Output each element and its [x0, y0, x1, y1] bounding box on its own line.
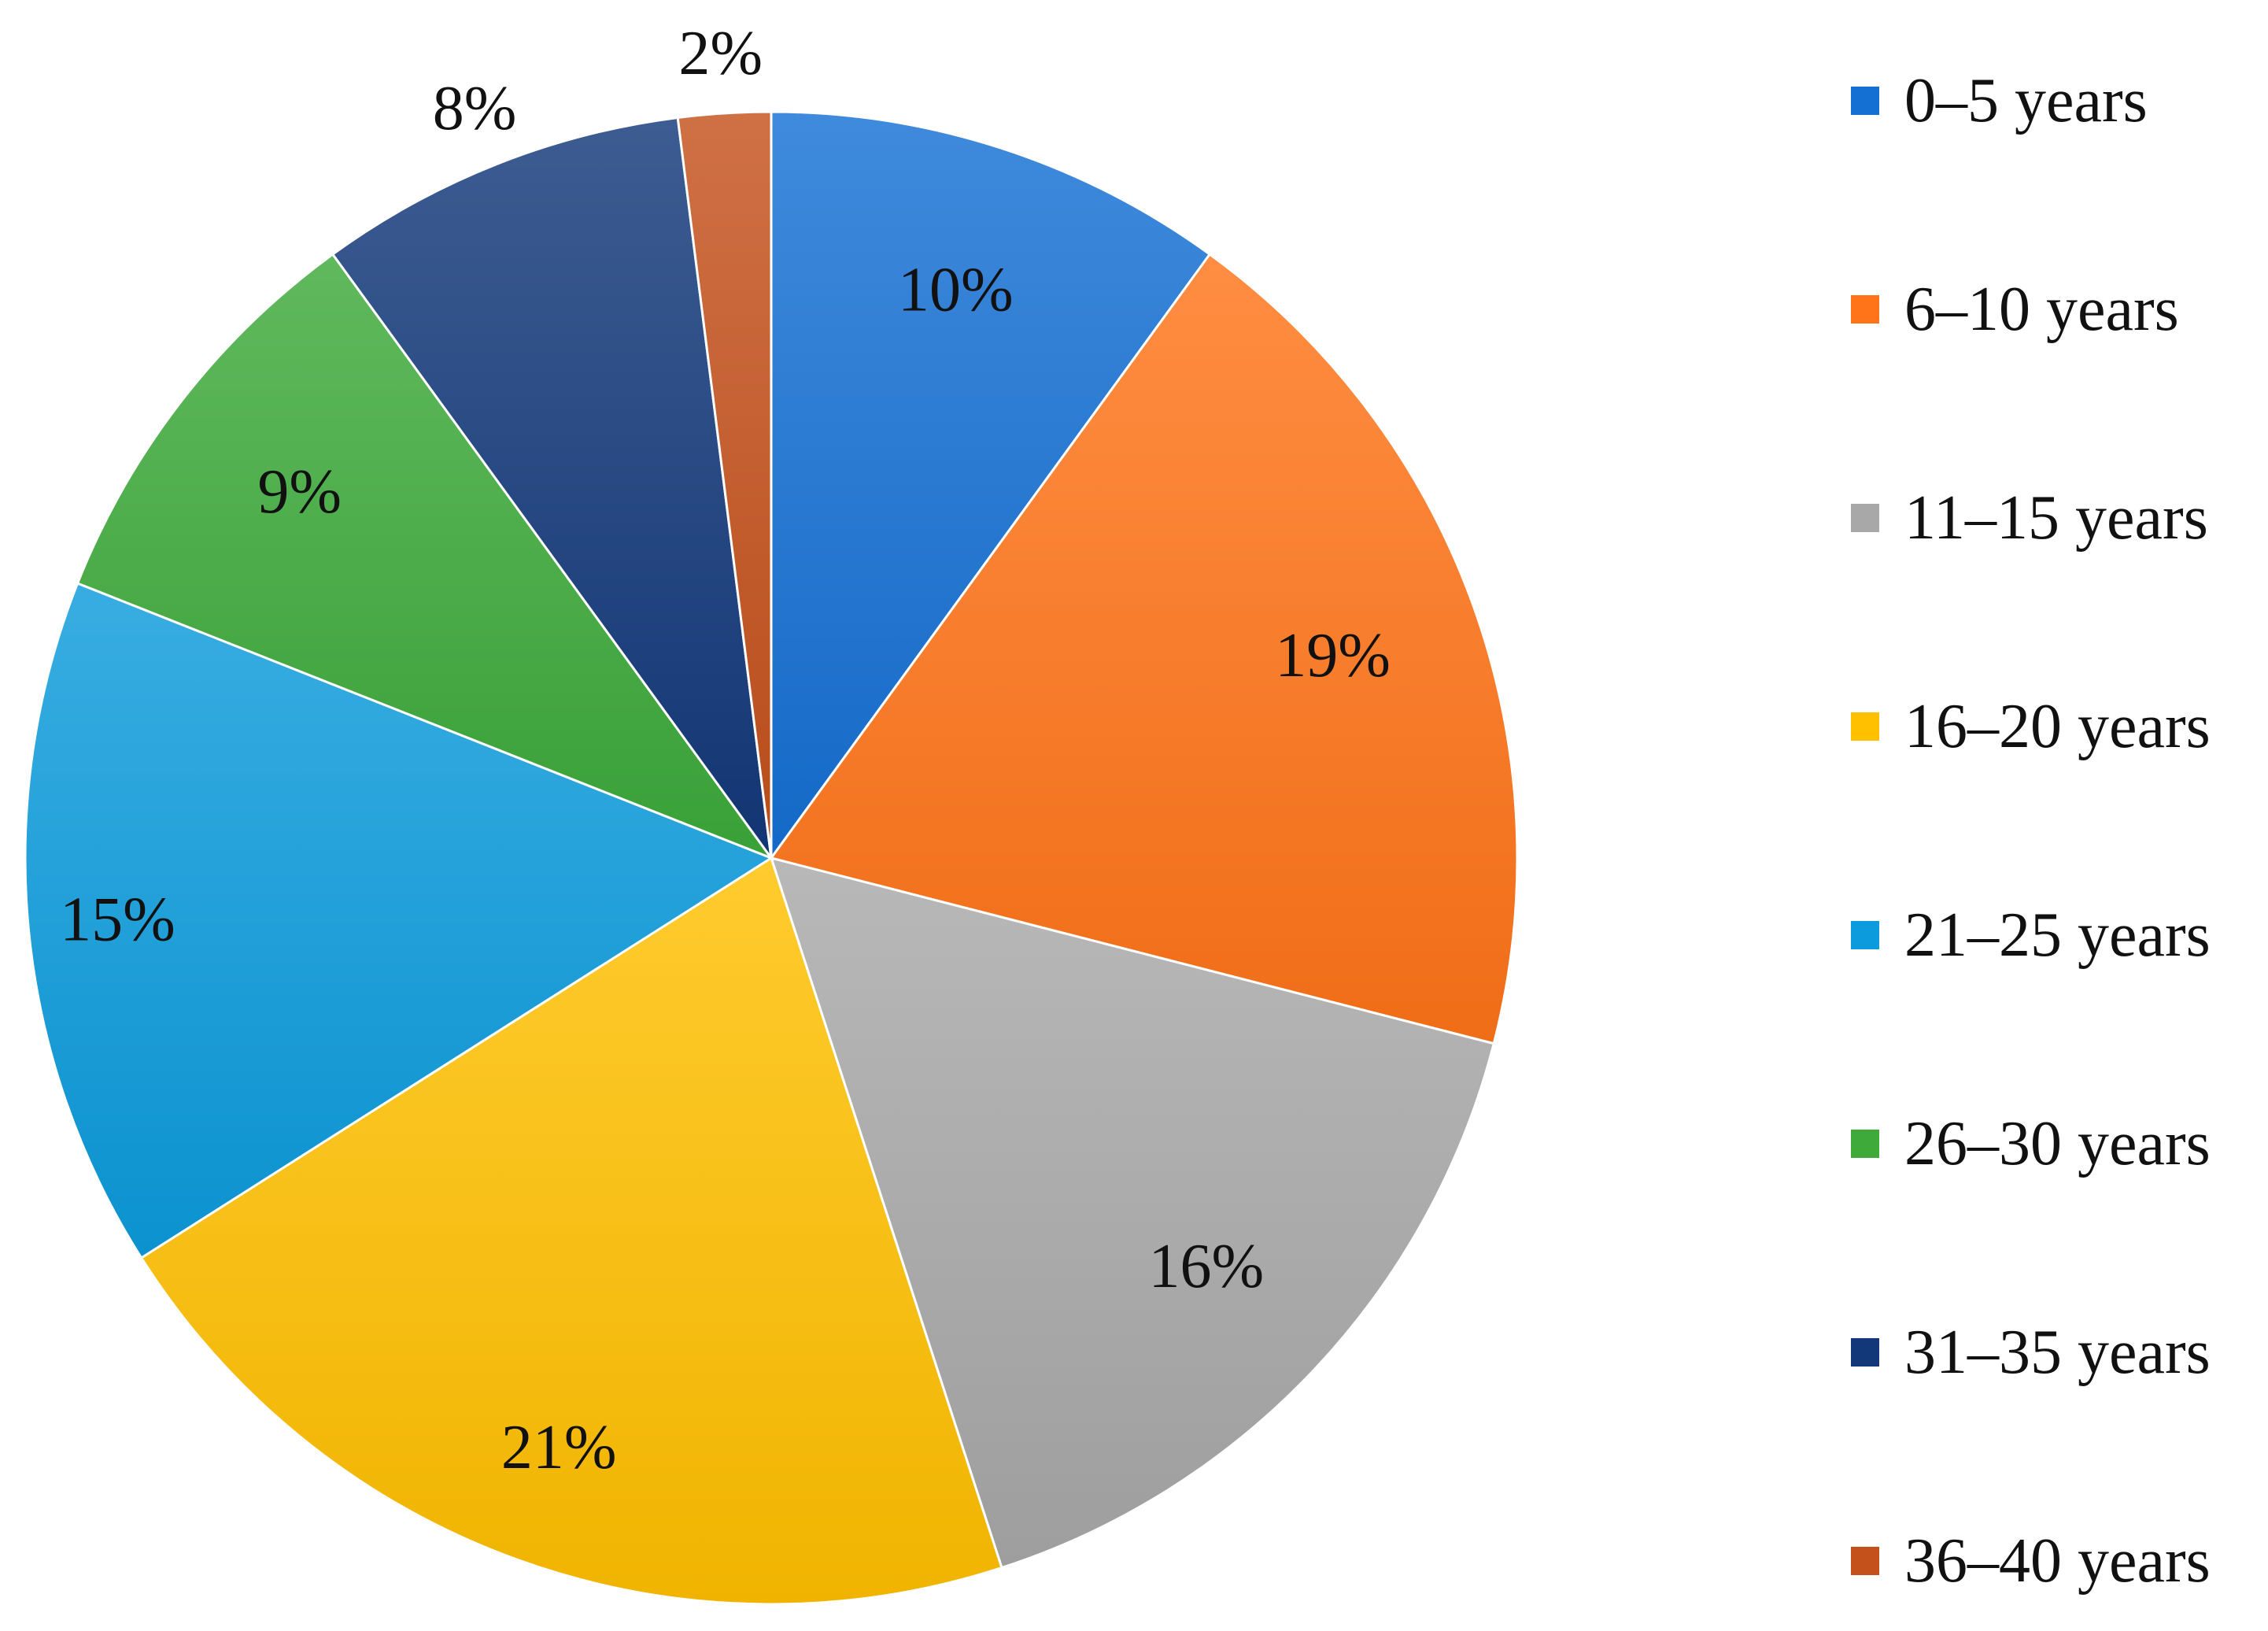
legend-label-31-35-years: 31–35 years	[1904, 1318, 2211, 1387]
legend-label-36-40-years: 36–40 years	[1904, 1526, 2211, 1596]
data-label-11-15-years: 16%	[1149, 1232, 1265, 1301]
legend-label-26-30-years: 26–30 years	[1904, 1109, 2211, 1178]
legend-item-21-25-years: 21–25 years	[1851, 901, 2211, 970]
legend-label-6-10-years: 6–10 years	[1904, 275, 2179, 344]
legend-label-21-25-years: 21–25 years	[1904, 901, 2211, 970]
legend-item-16-20-years: 16–20 years	[1851, 692, 2211, 761]
legend-swatch-0-5-years	[1851, 87, 1879, 115]
legend-item-31-35-years: 31–35 years	[1851, 1318, 2211, 1387]
pie-slice-16-20-years	[139, 856, 1003, 1606]
data-label-16-20-years: 21%	[501, 1413, 617, 1482]
legend-swatch-16-20-years	[1851, 712, 1879, 741]
pie-slice-0-5-years	[770, 110, 1212, 862]
pie-slice-labels: 10% 19% 16% 21% 15% 9% 8% 2%	[60, 19, 1391, 1482]
legend-swatch-6-10-years	[1851, 295, 1879, 324]
legend-label-0-5-years: 0–5 years	[1904, 66, 2148, 135]
legend-swatch-36-40-years	[1851, 1547, 1879, 1575]
pie-slice-26-30-years	[76, 252, 775, 861]
pie-slices	[24, 110, 1519, 1606]
pie-slice-31-35-years	[331, 116, 773, 859]
legend-swatch-31-35-years	[1851, 1338, 1879, 1367]
pie-slice-36-40-years	[676, 110, 773, 859]
legend: 0–5 years 6–10 years 11–15 years 16–20 year…	[1851, 66, 2211, 1596]
pie-slice-6-10-years	[769, 252, 1519, 1045]
pie-slice-21-25-years	[24, 582, 774, 1260]
legend-item-11-15-years: 11–15 years	[1851, 483, 2208, 553]
data-label-36-40-years: 2%	[678, 19, 763, 88]
legend-swatch-26-30-years	[1851, 1130, 1879, 1158]
data-label-31-35-years: 8%	[433, 74, 517, 143]
data-label-26-30-years: 9%	[257, 457, 342, 527]
legend-item-0-5-years: 0–5 years	[1851, 66, 2148, 135]
legend-label-11-15-years: 11–15 years	[1904, 483, 2208, 553]
pie-slice-11-15-years	[769, 856, 1496, 1570]
legend-item-6-10-years: 6–10 years	[1851, 275, 2179, 344]
legend-swatch-21-25-years	[1851, 921, 1879, 949]
legend-swatch-11-15-years	[1851, 504, 1879, 532]
legend-item-36-40-years: 36–40 years	[1851, 1526, 2211, 1596]
data-label-0-5-years: 10%	[898, 256, 1014, 325]
legend-item-26-30-years: 26–30 years	[1851, 1109, 2211, 1178]
data-label-6-10-years: 19%	[1275, 621, 1391, 690]
legend-label-16-20-years: 16–20 years	[1904, 692, 2211, 761]
data-label-21-25-years: 15%	[60, 886, 175, 955]
